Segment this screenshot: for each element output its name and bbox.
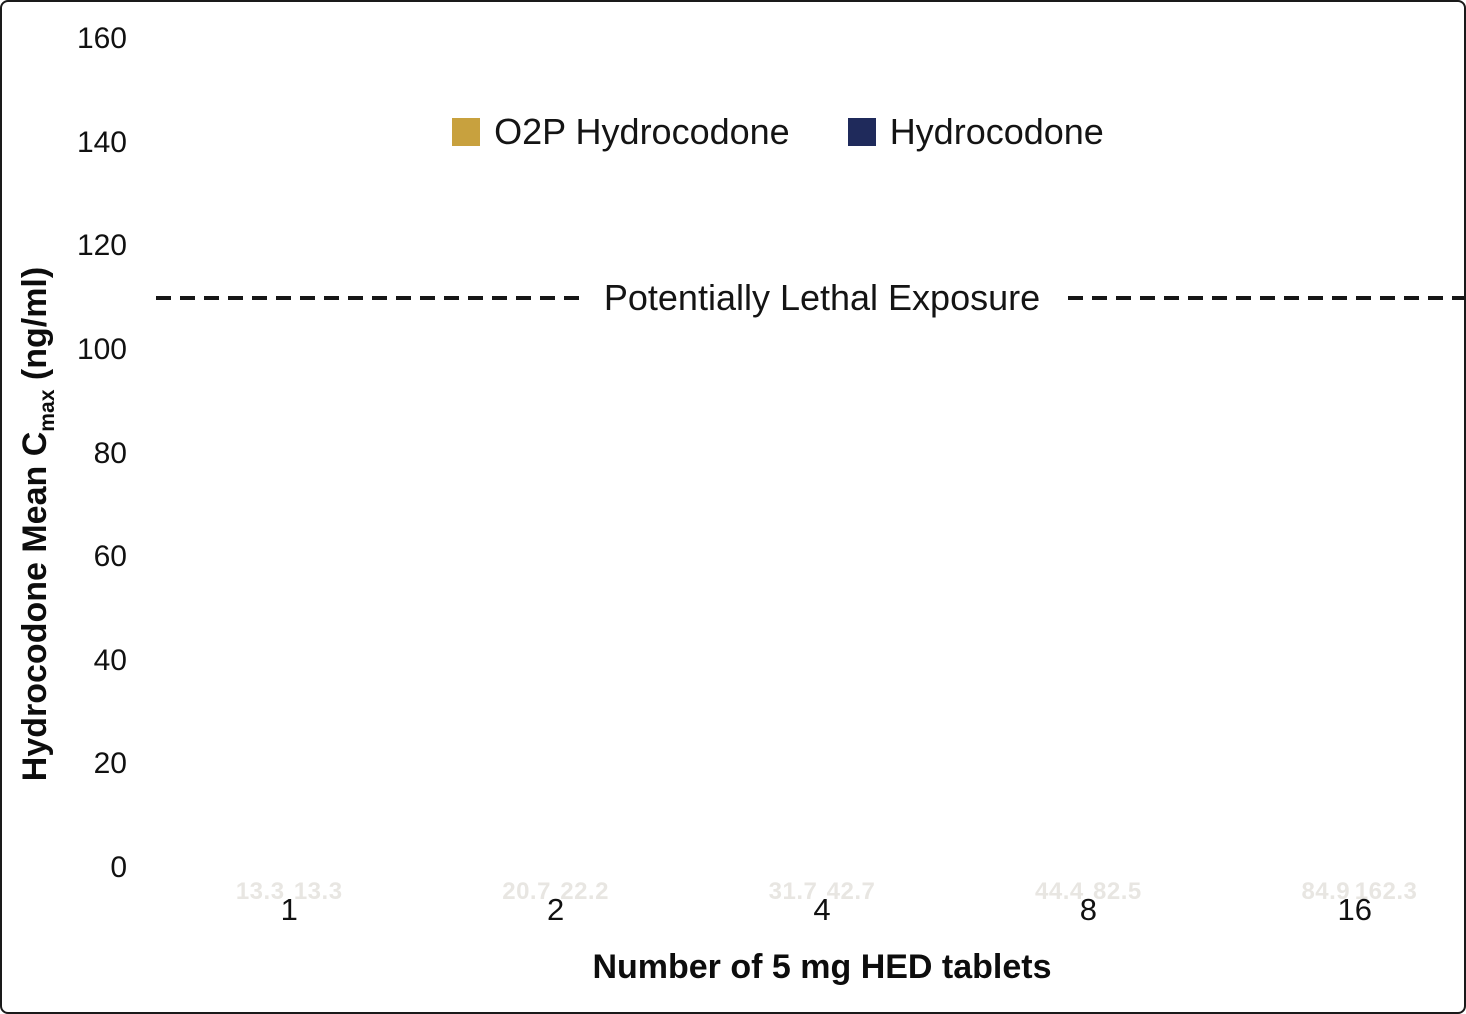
bar-value-label: 31.7 bbox=[768, 878, 818, 905]
bar-value-label: 20.7 bbox=[502, 878, 551, 905]
legend-label: O2P Hydrocodone bbox=[494, 111, 790, 152]
legend-label: Hydrocodone bbox=[889, 111, 1104, 152]
bar-value-label: 13.3 bbox=[235, 878, 285, 905]
bar-value-label: 84.9 bbox=[1301, 878, 1351, 905]
x-axis-title: Number of 5 mg HED tablets bbox=[592, 948, 1052, 986]
x-axis-ticks: 1 2 4 8 16 bbox=[156, 892, 1464, 936]
bar-value-label: 44.4 bbox=[1035, 878, 1084, 905]
x-tick-label: 4 bbox=[813, 892, 831, 927]
legend-item-hydrocodone: Hydrocodone bbox=[847, 111, 1104, 153]
plot-area: 13.3 13.3 20.7 22.2 31.7 42.7 44.4 82.5 84.9 162.… bbox=[156, 39, 1464, 905]
y-tick-label: 160 bbox=[76, 22, 127, 55]
x-tick-label: 16 bbox=[1337, 892, 1373, 927]
y-tick-label: 60 bbox=[93, 540, 127, 574]
y-tick-label: 0 bbox=[110, 851, 127, 884]
threshold-label: Potentially Lethal Exposure bbox=[583, 273, 1061, 324]
x-tick-label: 2 bbox=[546, 892, 565, 927]
bar-value-label: 162.3 bbox=[1354, 878, 1418, 905]
legend-swatch-icon bbox=[452, 118, 481, 146]
y-axis-ticks: 0 20 40 60 80 100 120 140 160 bbox=[2, 22, 129, 884]
bar-value-label: 82.5 bbox=[1093, 878, 1142, 905]
bar-value-label: 22.2 bbox=[560, 878, 609, 905]
y-tick-label: 100 bbox=[76, 332, 127, 366]
y-tick-label: 120 bbox=[76, 229, 127, 263]
bar-value-label: 42.7 bbox=[826, 878, 876, 905]
y-tick-label: 80 bbox=[93, 436, 127, 470]
bar-value-label: 13.3 bbox=[293, 878, 343, 905]
y-tick-label: 20 bbox=[93, 747, 127, 781]
legend: O2P Hydrocodone Hydrocodone bbox=[112, 108, 1444, 156]
legend-item-o2p-hydrocodone: O2P Hydrocodone bbox=[452, 111, 790, 153]
x-tick-label: 8 bbox=[1079, 892, 1098, 927]
x-tick-label: 1 bbox=[280, 892, 298, 927]
legend-swatch-icon bbox=[847, 118, 876, 146]
bars-layer: 13.3 13.3 20.7 22.2 31.7 42.7 44.4 82.5 84.9 162.… bbox=[156, 39, 1464, 905]
y-tick-label: 140 bbox=[76, 125, 127, 159]
y-tick-label: 40 bbox=[93, 643, 127, 677]
